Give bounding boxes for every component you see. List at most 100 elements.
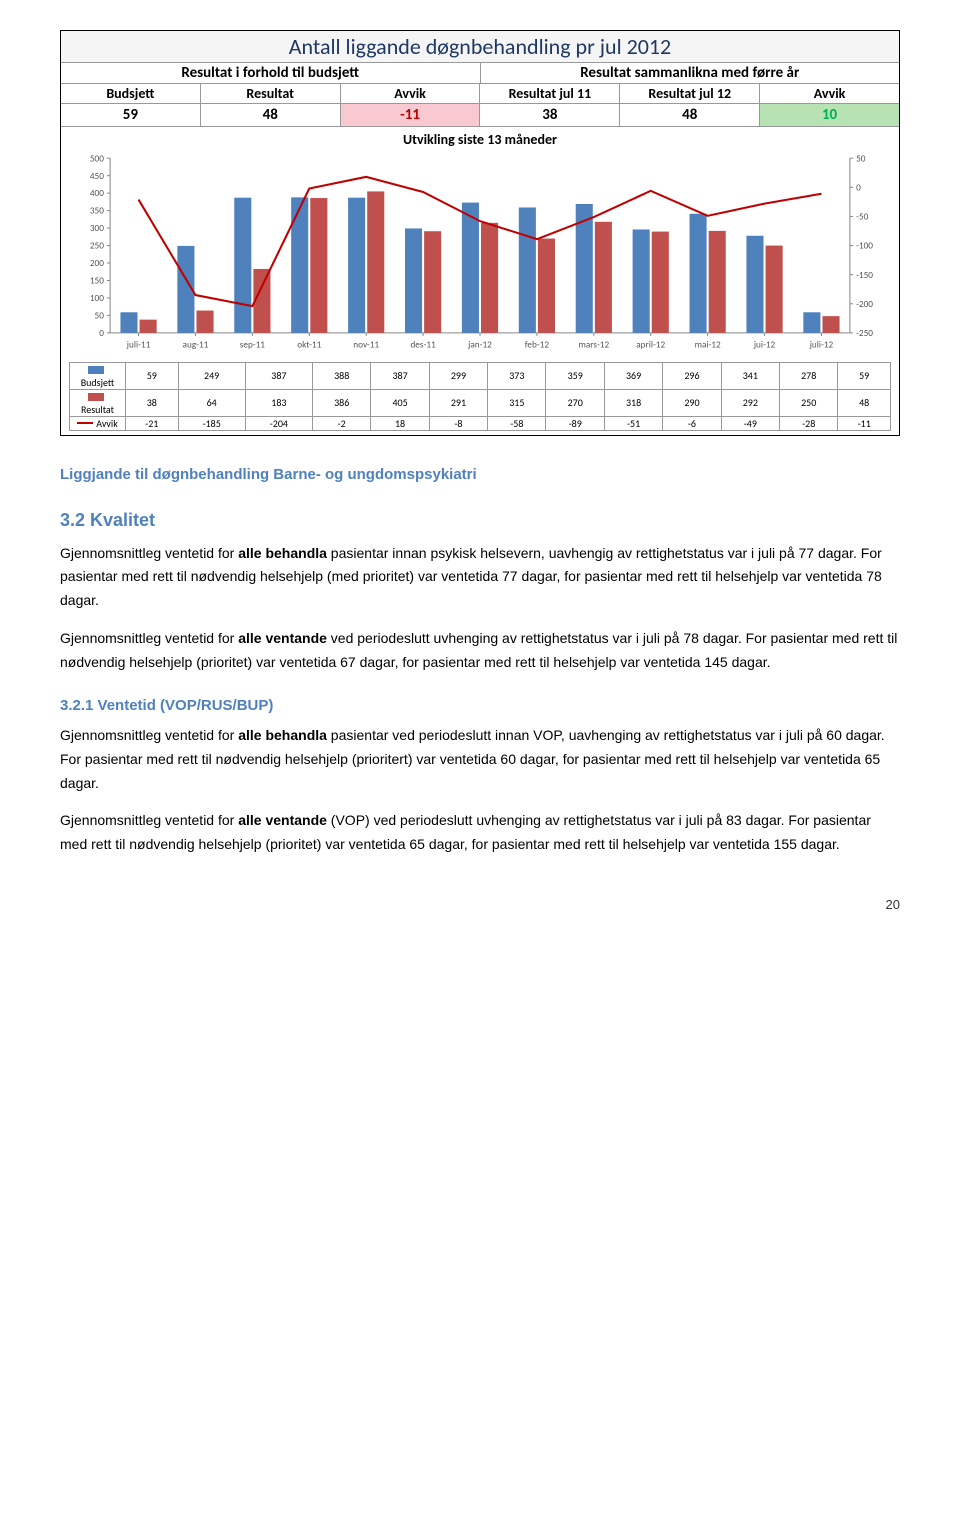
legend-value: 270 xyxy=(546,389,604,416)
legend-value: 290 xyxy=(663,389,721,416)
legend-value: 64 xyxy=(178,389,245,416)
legend-value: 341 xyxy=(721,362,779,389)
col-header: Budsjett xyxy=(61,84,201,103)
svg-text:sep-11: sep-11 xyxy=(240,339,266,350)
para-1: Gjennomsnittleg ventetid for alle behand… xyxy=(60,542,900,613)
legend-value: 299 xyxy=(429,362,487,389)
legend-value: 369 xyxy=(604,362,662,389)
page-number: 20 xyxy=(60,897,900,912)
legend-value: 405 xyxy=(371,389,429,416)
col-header: Avvik xyxy=(341,84,481,103)
legend-value: 38 xyxy=(126,389,179,416)
svg-text:400: 400 xyxy=(90,188,104,199)
legend-label: Budsjett xyxy=(70,362,126,389)
col-header: Resultat xyxy=(201,84,341,103)
svg-text:500: 500 xyxy=(90,153,104,164)
svg-text:0: 0 xyxy=(856,182,861,193)
svg-text:april-12: april-12 xyxy=(636,339,665,350)
col-header-row: BudsjettResultatAvvikResultat jul 11Resu… xyxy=(61,84,899,104)
svg-text:250: 250 xyxy=(90,241,104,252)
svg-text:mai-12: mai-12 xyxy=(695,339,721,350)
legend-value: 291 xyxy=(429,389,487,416)
heading-liggjande: Liggjande til døgnbehandling Barne- og u… xyxy=(60,462,900,488)
legend-value: 387 xyxy=(371,362,429,389)
col-header: Resultat jul 12 xyxy=(620,84,760,103)
legend-value: 292 xyxy=(721,389,779,416)
svg-text:0: 0 xyxy=(99,328,104,339)
legend-value: 359 xyxy=(546,362,604,389)
svg-text:-50: -50 xyxy=(856,212,869,223)
svg-text:-100: -100 xyxy=(856,241,873,252)
para-4: Gjennomsnittleg ventetid for alle ventan… xyxy=(60,809,900,857)
body-text: Liggjande til døgnbehandling Barne- og u… xyxy=(60,462,900,858)
legend-value: 388 xyxy=(312,362,370,389)
legend-value: -8 xyxy=(429,416,487,430)
legend-value: -28 xyxy=(779,416,837,430)
legend-value: 48 xyxy=(838,389,891,416)
box-title: Antall liggande døgnbehandling pr jul 20… xyxy=(61,31,899,63)
chart-section: Utvikling siste 13 måneder 0 50 100 150 200 2… xyxy=(61,127,899,435)
para-3: Gjennomsnittleg ventetid for alle behand… xyxy=(60,724,900,795)
legend-value: 59 xyxy=(838,362,891,389)
svg-text:feb-12: feb-12 xyxy=(525,339,550,350)
legend-label: Avvik xyxy=(70,416,126,430)
value-cell: 48 xyxy=(620,104,760,126)
svg-text:200: 200 xyxy=(90,258,104,269)
svg-text:okt-11: okt-11 xyxy=(297,339,321,350)
p2a: Gjennomsnittleg ventetid for xyxy=(60,630,238,646)
p2b: alle ventande xyxy=(238,630,327,646)
legend-value: 183 xyxy=(245,389,312,416)
legend-value: -89 xyxy=(546,416,604,430)
value-row: 5948-11384810 xyxy=(61,104,899,127)
svg-text:jui-12: jui-12 xyxy=(753,339,776,350)
legend-value: 18 xyxy=(371,416,429,430)
legend-value: 59 xyxy=(126,362,179,389)
legend-value: 386 xyxy=(312,389,370,416)
heading-ventetid: 3.2.1 Ventetid (VOP/RUS/BUP) xyxy=(60,693,900,719)
chart-title: Utvikling siste 13 måneder xyxy=(69,131,891,148)
svg-text:50: 50 xyxy=(95,311,105,322)
svg-text:450: 450 xyxy=(90,171,104,182)
svg-text:100: 100 xyxy=(90,293,104,304)
svg-text:nov-11: nov-11 xyxy=(353,339,379,350)
svg-text:-150: -150 xyxy=(856,270,873,281)
p3a: Gjennomsnittleg ventetid for xyxy=(60,727,238,743)
value-cell: 48 xyxy=(201,104,341,126)
svg-text:des-11: des-11 xyxy=(410,339,436,350)
report-box: Antall liggande døgnbehandling pr jul 20… xyxy=(60,30,900,436)
svg-text:150: 150 xyxy=(90,276,104,287)
legend-table: Budsjett59249387388387299373359369296341… xyxy=(69,362,891,431)
p1b: alle behandla xyxy=(238,545,327,561)
svg-text:juli-11: juli-11 xyxy=(126,339,151,350)
heading-kvalitet: 3.2 Kvalitet xyxy=(60,505,900,536)
legend-value: -185 xyxy=(178,416,245,430)
svg-text:300: 300 xyxy=(90,223,104,234)
legend-value: -204 xyxy=(245,416,312,430)
group-header-left: Resultat i forhold til budsjett xyxy=(61,63,481,83)
svg-text:-250: -250 xyxy=(856,328,873,339)
legend-value: -2 xyxy=(312,416,370,430)
legend-value: -6 xyxy=(663,416,721,430)
svg-text:350: 350 xyxy=(90,206,104,217)
value-cell: 59 xyxy=(61,104,201,126)
col-header: Avvik xyxy=(760,84,899,103)
value-cell: 10 xyxy=(760,104,899,126)
svg-text:50: 50 xyxy=(856,153,866,164)
svg-text:aug-11: aug-11 xyxy=(183,339,209,350)
legend-value: 278 xyxy=(779,362,837,389)
svg-text:jan-12: jan-12 xyxy=(467,339,492,350)
legend-value: 249 xyxy=(178,362,245,389)
legend-value: -11 xyxy=(838,416,891,430)
svg-text:juli-12: juli-12 xyxy=(809,339,834,350)
legend-value: -49 xyxy=(721,416,779,430)
col-header: Resultat jul 11 xyxy=(480,84,620,103)
p3b: alle behandla xyxy=(238,727,327,743)
legend-value: 387 xyxy=(245,362,312,389)
legend-value: -21 xyxy=(126,416,179,430)
group-header-row: Resultat i forhold til budsjett Resultat… xyxy=(61,63,899,84)
legend-value: -58 xyxy=(488,416,546,430)
p1a: Gjennomsnittleg ventetid for xyxy=(60,545,238,561)
legend-value: 296 xyxy=(663,362,721,389)
legend-value: 315 xyxy=(488,389,546,416)
legend-value: 373 xyxy=(488,362,546,389)
